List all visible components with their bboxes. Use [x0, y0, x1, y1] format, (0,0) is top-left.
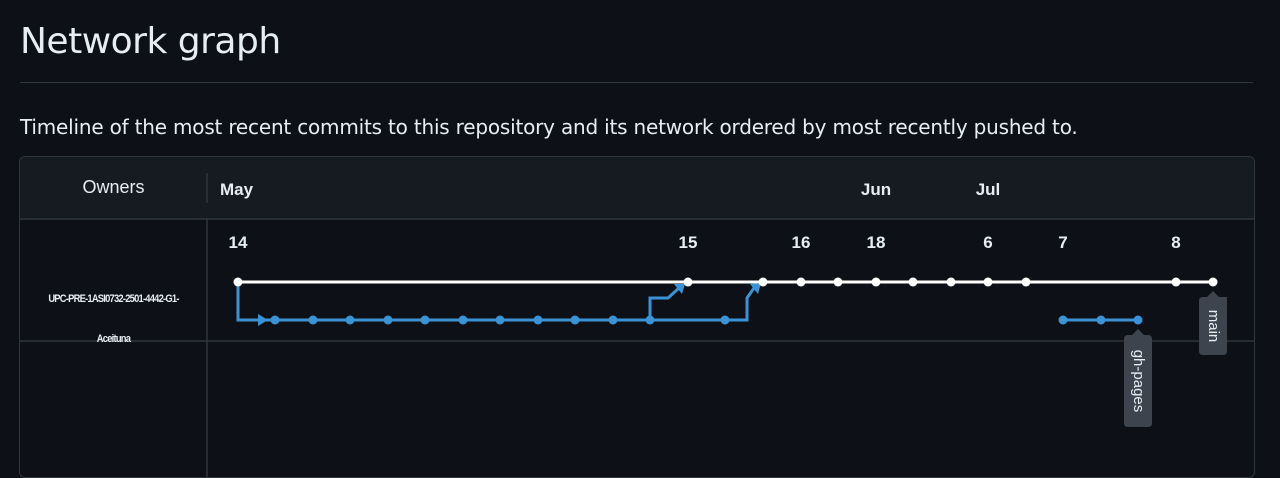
commit-dot[interactable]	[533, 315, 543, 325]
branch-label-gh-pages[interactable]: gh-pages	[1124, 329, 1152, 427]
page-title: Network graph	[20, 21, 281, 62]
feature-commits	[270, 315, 730, 325]
commit-dot[interactable]	[758, 277, 768, 287]
commit-dot[interactable]	[983, 277, 993, 287]
day-label-18: 18	[867, 233, 886, 252]
commit-dot[interactable]	[796, 277, 806, 287]
network-graph-canvas[interactable]: May Jun Jul 14 15 16 18 6 7 8	[20, 157, 1254, 477]
commit-dot[interactable]	[458, 315, 468, 325]
gh-pages-commits	[1058, 315, 1143, 325]
main-commits	[233, 277, 1218, 287]
commit-dot[interactable]	[720, 315, 730, 325]
feature-branch-line	[236, 282, 725, 322]
commit-dot[interactable]	[308, 315, 318, 325]
day-label-15: 15	[679, 233, 698, 252]
month-label-jun: Jun	[861, 180, 891, 199]
branch-arrow-icon	[258, 314, 268, 326]
commit-dot[interactable]	[1058, 315, 1068, 325]
owners-header: Owners	[82, 177, 145, 197]
commit-dot[interactable]	[683, 277, 693, 287]
title-divider	[20, 82, 1253, 83]
commit-dot[interactable]	[345, 315, 355, 325]
commit-dot[interactable]	[570, 315, 580, 325]
commit-dot[interactable]	[1096, 315, 1106, 325]
commit-dot[interactable]	[833, 277, 843, 287]
commit-dot[interactable]	[608, 315, 618, 325]
merge-line-2	[725, 287, 756, 322]
commit-dot[interactable]	[1021, 277, 1031, 287]
day-label-7: 7	[1058, 233, 1067, 252]
commit-dot[interactable]	[233, 277, 243, 287]
month-label-may: May	[220, 180, 254, 199]
commit-dot[interactable]	[1133, 315, 1143, 325]
commit-dot[interactable]	[383, 315, 393, 325]
commit-dot[interactable]	[645, 315, 655, 325]
graph-header	[20, 157, 1254, 219]
network-graph[interactable]: May Jun Jul 14 15 16 18 6 7 8	[19, 156, 1255, 478]
page-description: Timeline of the most recent commits to t…	[20, 115, 1078, 139]
commit-dot[interactable]	[908, 277, 918, 287]
merge-arrow-icon-1	[674, 284, 685, 294]
merge-arrow-icon-2	[750, 283, 761, 294]
commit-dot[interactable]	[1208, 277, 1218, 287]
month-label-jul: Jul	[976, 180, 1001, 199]
commit-dot[interactable]	[420, 315, 430, 325]
day-label-8: 8	[1171, 233, 1180, 252]
day-label-6: 6	[983, 233, 992, 252]
merge-line-1	[648, 286, 681, 320]
day-label-16: 16	[792, 233, 811, 252]
commit-dot[interactable]	[1171, 277, 1181, 287]
commit-dot[interactable]	[495, 315, 505, 325]
commit-dot[interactable]	[946, 277, 956, 287]
branch-label-main-text: main	[1205, 310, 1222, 343]
owners-column	[20, 219, 207, 477]
branch-label-gh-pages-text: gh-pages	[1130, 350, 1147, 413]
commit-dot[interactable]	[871, 277, 881, 287]
branch-label-main[interactable]: main	[1199, 291, 1227, 355]
day-label-14: 14	[229, 233, 248, 252]
commit-dot[interactable]	[270, 315, 280, 325]
owner-repository-name[interactable]: UPC-PRE-1ASI0732-2501-4442-G1-Aceituna	[48, 293, 179, 345]
